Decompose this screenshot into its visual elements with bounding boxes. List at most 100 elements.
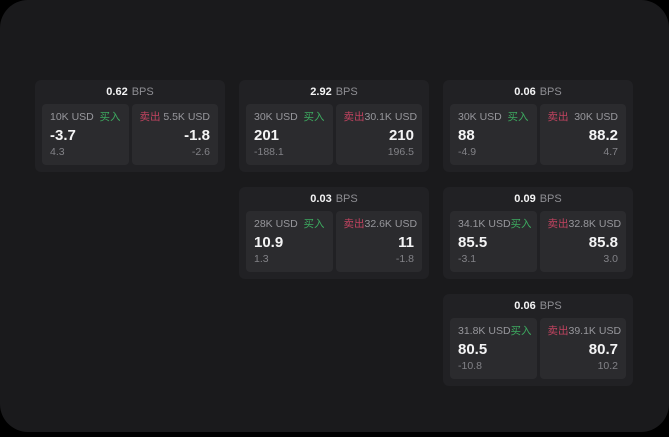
bps-unit: BPS (335, 86, 358, 98)
quote-cards-grid: 0.62 BPS 10K USD 买入 -3.7 4.3 卖出 5.5K USD (35, 80, 633, 386)
bps-unit: BPS (335, 193, 358, 205)
bps-unit: BPS (539, 193, 562, 205)
quote-card: 0.62 BPS 10K USD 买入 -3.7 4.3 卖出 5.5K USD (35, 80, 225, 172)
sell-tag: 卖出 (547, 218, 569, 230)
sell-tag: 卖出 (343, 111, 365, 123)
sell-amount: 30K USD (574, 111, 618, 123)
sell-quote-tile[interactable]: 卖出 5.5K USD -1.8 -2.6 (131, 104, 218, 165)
sell-label-row: 卖出 5.5K USD (140, 111, 211, 124)
buy-amount: 30K USD (458, 111, 502, 123)
buy-change: -4.9 (458, 146, 477, 158)
buy-quote-tile[interactable]: 34.1K USD 买入 85.5 -3.1 (450, 211, 537, 272)
buy-price: -3.7 (50, 127, 76, 144)
bps-header: 0.06 BPS (443, 294, 633, 318)
sell-tag: 卖出 (547, 111, 569, 123)
quote-tiles: 31.8K USD 买入 80.5 -10.8 卖出 39.1K USD 80.… (443, 318, 633, 386)
buy-label-row: 31.8K USD 买入 (458, 325, 532, 338)
buy-label-row: 30K USD 买入 (458, 111, 529, 124)
buy-tag: 买入 (507, 111, 529, 123)
buy-price: 80.5 (458, 341, 488, 358)
buy-change: -10.8 (458, 360, 482, 372)
bps-value: 0.09 (514, 193, 536, 205)
bps-header: 0.09 BPS (443, 187, 633, 211)
bps-value: 0.06 (514, 86, 536, 98)
bps-unit: BPS (539, 300, 562, 312)
bps-unit: BPS (131, 86, 154, 98)
sell-change: -1.8 (395, 253, 414, 265)
buy-tag: 买入 (510, 218, 532, 230)
quote-card: 0.09 BPS 34.1K USD 买入 85.5 -3.1 卖出 32.8K… (443, 187, 633, 279)
sell-price: 210 (388, 127, 414, 144)
sell-label-row: 卖出 32.6K USD (344, 218, 418, 231)
buy-price: 85.5 (458, 234, 488, 251)
bps-value: 0.06 (514, 300, 536, 312)
buy-label-row: 30K USD 买入 (254, 111, 325, 124)
sell-price: 80.7 (588, 341, 618, 358)
buy-tag: 买入 (303, 111, 325, 123)
sell-label-row: 卖出 39.1K USD (548, 325, 622, 338)
bps-unit: BPS (539, 86, 562, 98)
sell-price: 88.2 (588, 127, 618, 144)
sell-tag: 卖出 (139, 111, 161, 123)
quote-tiles: 30K USD 买入 201 -188.1 卖出 30.1K USD 210 1… (239, 104, 429, 172)
sell-amount: 32.8K USD (568, 218, 622, 230)
sell-change: 10.2 (597, 360, 618, 372)
sell-amount: 32.6K USD (364, 218, 418, 230)
buy-quote-tile[interactable]: 10K USD 买入 -3.7 4.3 (42, 104, 129, 165)
bps-header: 0.62 BPS (35, 80, 225, 104)
sell-label-row: 卖出 30K USD (548, 111, 619, 124)
bps-header: 0.03 BPS (239, 187, 429, 211)
sell-amount: 5.5K USD (163, 111, 210, 123)
sell-quote-tile[interactable]: 卖出 30.1K USD 210 196.5 (335, 104, 422, 165)
quote-card: 0.06 BPS 31.8K USD 买入 80.5 -10.8 卖出 39.1… (443, 294, 633, 386)
buy-tag: 买入 (99, 111, 121, 123)
buy-quote-tile[interactable]: 30K USD 买入 201 -188.1 (246, 104, 333, 165)
buy-change: -3.1 (458, 253, 477, 265)
buy-tag: 买入 (510, 325, 532, 337)
sell-amount: 30.1K USD (364, 111, 418, 123)
quote-tiles: 28K USD 买入 10.9 1.3 卖出 32.6K USD 11 -1.8 (239, 211, 429, 279)
buy-quote-tile[interactable]: 28K USD 买入 10.9 1.3 (246, 211, 333, 272)
sell-quote-tile[interactable]: 卖出 32.8K USD 85.8 3.0 (539, 211, 626, 272)
quote-card: 0.03 BPS 28K USD 买入 10.9 1.3 卖出 32.6K US… (239, 187, 429, 279)
sell-label-row: 卖出 30.1K USD (343, 111, 418, 124)
buy-amount: 10K USD (50, 111, 94, 123)
sell-change: -2.6 (191, 146, 210, 158)
sell-amount: 39.1K USD (568, 325, 622, 337)
sell-price: -1.8 (184, 127, 210, 144)
buy-label-row: 34.1K USD 买入 (458, 218, 532, 231)
bps-header: 0.06 BPS (443, 80, 633, 104)
buy-price: 201 (254, 127, 280, 144)
buy-amount: 34.1K USD (458, 218, 511, 230)
buy-quote-tile[interactable]: 31.8K USD 买入 80.5 -10.8 (450, 318, 537, 379)
buy-amount: 28K USD (254, 218, 298, 230)
buy-label-row: 28K USD 买入 (254, 218, 325, 231)
quote-tiles: 34.1K USD 买入 85.5 -3.1 卖出 32.8K USD 85.8… (443, 211, 633, 279)
buy-price: 88 (458, 127, 475, 144)
bps-value: 0.62 (106, 86, 128, 98)
bps-header: 2.92 BPS (239, 80, 429, 104)
sell-price: 11 (398, 234, 414, 251)
buy-price: 10.9 (254, 234, 284, 251)
bps-value: 0.03 (310, 193, 332, 205)
buy-amount: 30K USD (254, 111, 298, 123)
sell-change: 196.5 (387, 146, 414, 158)
buy-change: 1.3 (254, 253, 269, 265)
buy-amount: 31.8K USD (458, 325, 511, 337)
sell-label-row: 卖出 32.8K USD (547, 218, 622, 231)
buy-label-row: 10K USD 买入 (50, 111, 121, 124)
buy-quote-tile[interactable]: 30K USD 买入 88 -4.9 (450, 104, 537, 165)
sell-change: 3.0 (603, 253, 618, 265)
quote-tiles: 30K USD 买入 88 -4.9 卖出 30K USD 88.2 4.7 (443, 104, 633, 172)
quote-card: 2.92 BPS 30K USD 买入 201 -188.1 卖出 30.1K … (239, 80, 429, 172)
sell-quote-tile[interactable]: 卖出 30K USD 88.2 4.7 (539, 104, 626, 165)
bps-value: 2.92 (310, 86, 332, 98)
buy-change: -188.1 (254, 146, 284, 158)
quote-card: 0.06 BPS 30K USD 买入 88 -4.9 卖出 30K USD (443, 80, 633, 172)
sell-change: 4.7 (603, 146, 618, 158)
sell-quote-tile[interactable]: 卖出 32.6K USD 11 -1.8 (335, 211, 422, 272)
quote-tiles: 10K USD 买入 -3.7 4.3 卖出 5.5K USD -1.8 -2.… (35, 104, 225, 172)
buy-tag: 买入 (303, 218, 325, 230)
sell-quote-tile[interactable]: 卖出 39.1K USD 80.7 10.2 (539, 318, 626, 379)
